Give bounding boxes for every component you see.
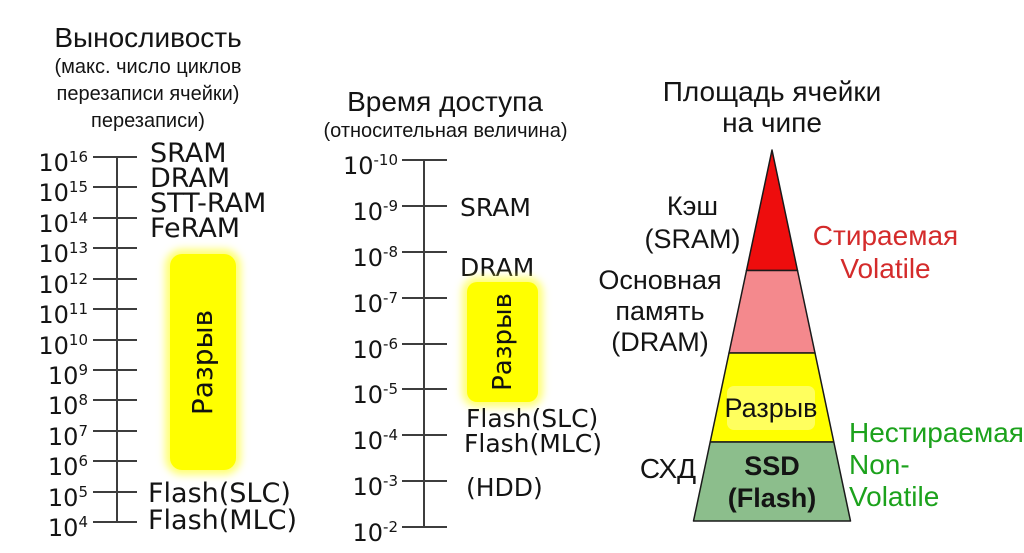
access-tick-mark	[402, 388, 447, 391]
pyramid-main-line3: (DRAM)	[611, 327, 709, 357]
endurance-tick-label: 1013	[38, 239, 88, 269]
pyramid-ssd-label: SSD (Flash)	[692, 450, 852, 514]
pyramid-cache-line2: (SRAM)	[644, 224, 741, 254]
endurance-tick-mark	[93, 308, 137, 311]
pyramid-main-line2: память	[615, 296, 705, 326]
nonvolatile-line1: Нестираемая	[849, 417, 1024, 448]
endurance-top-label: DRAM	[150, 162, 231, 194]
endurance-top-label: SRAM	[150, 137, 227, 169]
access-label-flash-slc: Flash(SLC)	[466, 404, 599, 433]
pyramid-section-ssd	[692, 441, 852, 522]
pyramid-cache-line1: Кэш	[666, 191, 719, 221]
access-tick-label: 10-3	[352, 472, 398, 502]
pyramid-cache-label: Кэш (SRAM)	[620, 190, 765, 256]
endurance-tick-label: 107	[47, 421, 88, 451]
access-tick-label: 10-7	[352, 288, 398, 318]
endurance-tick-mark	[93, 490, 137, 493]
access-tick-mark	[402, 296, 447, 299]
access-gap-box: Разрыв	[467, 282, 538, 402]
access-title: Время доступа	[347, 86, 543, 117]
endurance-tick-mark	[93, 247, 137, 250]
endurance-tick-label: 106	[47, 452, 88, 482]
access-label-sram: SRAM	[460, 193, 531, 222]
pyramid-section-dram	[728, 269, 816, 354]
endurance-tick-mark	[93, 368, 137, 371]
endurance-tick-mark	[93, 429, 137, 432]
access-tick-label: 10-9	[352, 196, 398, 226]
endurance-subtitle-line2: перезаписи ячейки)	[56, 83, 240, 105]
endurance-tick-label: 109	[47, 360, 88, 390]
pyramid-gap-label: Разрыв	[725, 386, 818, 430]
access-tick-label: 10-6	[352, 334, 398, 364]
access-tick-label: 10-5	[352, 380, 398, 410]
access-tick-mark	[402, 204, 447, 207]
endurance-tick-label: 108	[47, 391, 88, 421]
access-tick-mark	[402, 480, 447, 483]
access-tick-mark	[402, 526, 447, 528]
endurance-tick-label: 1011	[38, 300, 88, 330]
endurance-gap-box: Разрыв	[170, 254, 236, 470]
pyramid-main-line1: Основная	[598, 265, 722, 295]
endurance-bottom-label: Flash(MLC)	[148, 505, 298, 536]
endurance-tick-label: 1014	[38, 208, 88, 238]
volatile-line1: Стираемая	[812, 220, 959, 251]
volatile-line2: Volatile	[840, 253, 931, 284]
endurance-tick-mark	[93, 216, 137, 219]
pyramid-title-line2: на чипе	[722, 107, 822, 138]
endurance-tick-mark	[93, 156, 137, 158]
pyramid-ssd-line2: (Flash)	[727, 483, 817, 513]
pyramid-ssd-line1: SSD	[744, 451, 800, 481]
nonvolatile-label: Нестираемая Non- Volatile	[849, 417, 1024, 513]
endurance-tick-mark	[93, 277, 137, 280]
pyramid-title: Площадь ячейки на чипе	[652, 76, 892, 138]
access-label-dram: DRAM	[460, 253, 535, 282]
endurance-tick-label: 1010	[38, 330, 88, 360]
endurance-tick-label: 104	[47, 513, 88, 542]
access-label-hdd: (HDD)	[466, 473, 543, 502]
access-tick-mark	[402, 250, 447, 253]
access-tick-mark	[402, 434, 447, 437]
access-tick-label: 10-10	[342, 151, 398, 180]
access-tick-mark	[402, 159, 447, 161]
endurance-tick-label: 1012	[38, 269, 88, 299]
endurance-subtitle: (макс. число циклов перезаписи ячейки) п…	[18, 54, 278, 135]
access-tick-mark	[402, 342, 447, 345]
endurance-tick-mark	[93, 186, 137, 189]
nonvolatile-line3: Volatile	[849, 481, 940, 512]
endurance-tick-mark	[93, 460, 137, 463]
endurance-tick-mark	[93, 521, 137, 523]
endurance-title: Выносливость	[54, 22, 242, 53]
endurance-tick-label: 1016	[38, 148, 88, 177]
endurance-subtitle-line3: перезаписи)	[91, 110, 205, 132]
endurance-tick-label: 1015	[38, 178, 88, 208]
endurance-subtitle-line1: (макс. число циклов	[54, 56, 242, 78]
pyramid-storage-label: СХД	[639, 453, 697, 484]
nonvolatile-line2: Non-	[849, 449, 910, 480]
volatile-label: Стираемая Volatile	[808, 219, 963, 285]
access-tick-label: 10-4	[352, 426, 398, 456]
endurance-tick-mark	[93, 399, 137, 402]
endurance-tick-mark	[93, 338, 137, 341]
endurance-bottom-label: Flash(SLC)	[148, 478, 291, 509]
access-label-flash-mlc: Flash(MLC)	[464, 429, 602, 458]
pyramid-main-memory-label: Основная память (DRAM)	[585, 265, 735, 358]
endurance-top-label: FeRAM	[150, 212, 241, 244]
access-tick-label: 10-2	[352, 518, 398, 547]
endurance-tick-label: 105	[47, 482, 88, 512]
access-subtitle: (относительная величина)	[323, 120, 568, 142]
access-tick-label: 10-8	[352, 242, 398, 272]
pyramid-title-line1: Площадь ячейки	[662, 76, 882, 107]
endurance-top-label: STT-RAM	[150, 187, 267, 219]
